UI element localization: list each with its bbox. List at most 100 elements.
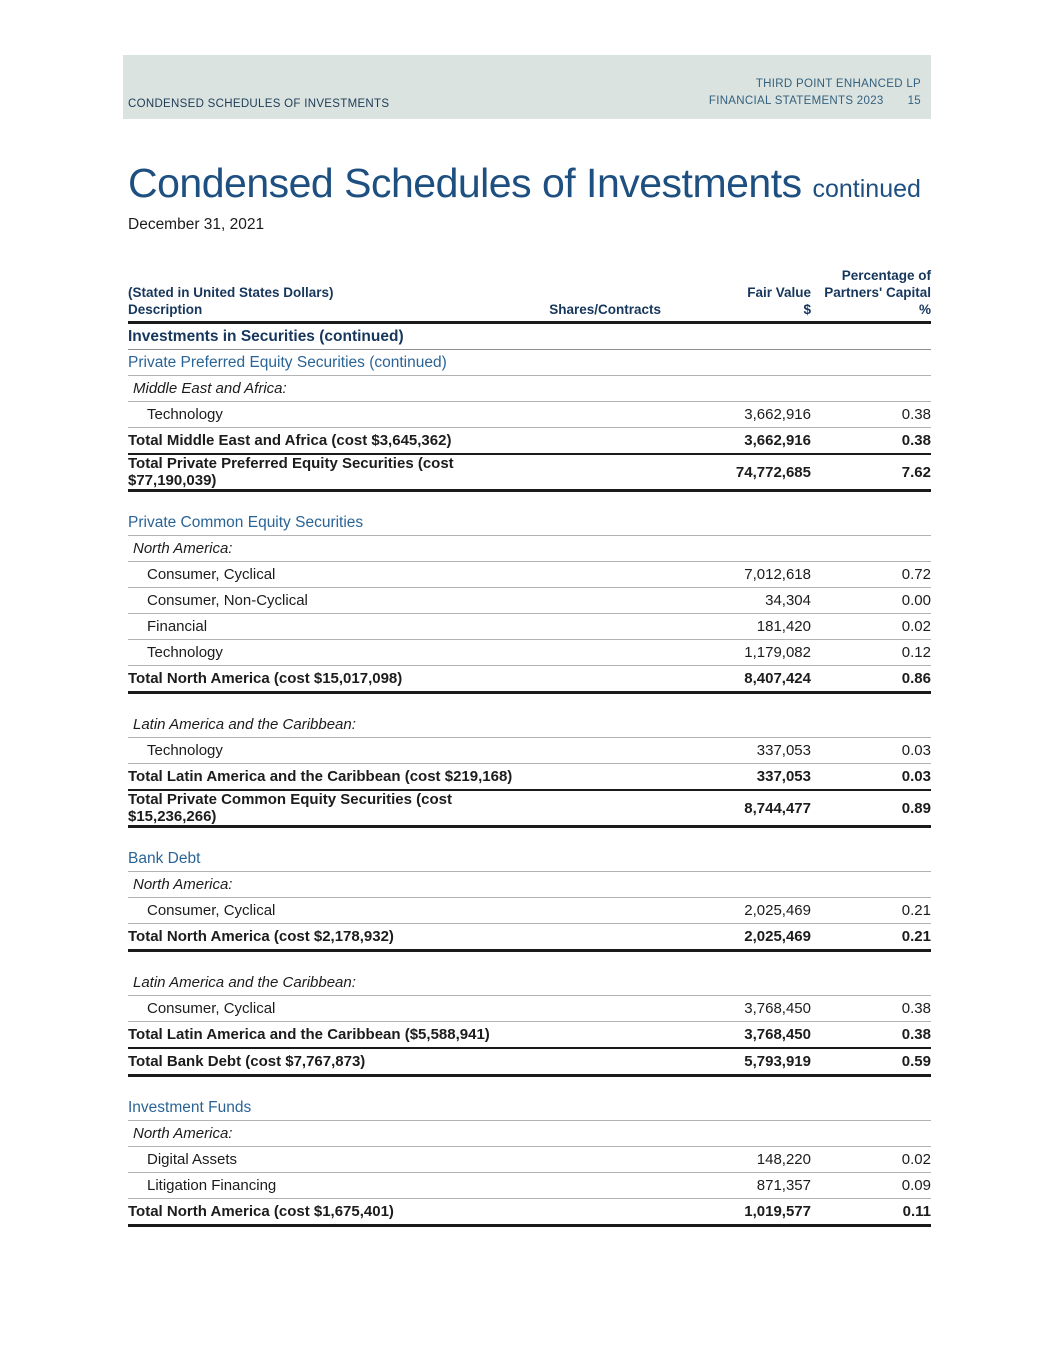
cell-percentage-capital: 0.03 (901, 742, 931, 759)
cell-fair-value: 5,793,919 (744, 1053, 811, 1070)
table-spacer (128, 492, 931, 510)
cell-description: Technology (147, 742, 223, 759)
cell-description: Private Common Equity Securities (128, 513, 364, 531)
table-row: Private Preferred Equity Securities (con… (128, 350, 931, 376)
cell-percentage-capital: 0.12 (901, 644, 931, 661)
table-row: Middle East and Africa: (128, 376, 931, 402)
cell-description: Consumer, Cyclical (147, 902, 276, 919)
cell-description: Total Latin America and the Caribbean ($… (128, 1026, 490, 1043)
table-spacer (128, 1077, 931, 1095)
cell-fair-value: 8,407,424 (744, 670, 811, 687)
cell-fair-value: 3,662,916 (744, 432, 811, 449)
cell-percentage-capital: 0.21 (901, 928, 931, 945)
cell-percentage-capital: 0.59 (901, 1053, 931, 1070)
table-row: Consumer, Cyclical 2,025,469 0.21 (128, 898, 931, 924)
cell-description: Litigation Financing (147, 1177, 277, 1194)
table-row: North America: (128, 872, 931, 898)
table-row: Total North America (cost $2,178,932) 2,0… (128, 924, 931, 952)
cell-description: Private Preferred Equity Securities (con… (128, 353, 447, 371)
cell-description: Total Private Preferred Equity Securitie… (128, 455, 454, 489)
cell-description: Technology (147, 644, 223, 661)
column-header-percentage-capital: Percentage of Partners' Capital % (824, 268, 931, 317)
cell-percentage-capital: 0.00 (901, 592, 931, 609)
table-row: Litigation Financing 871,357 0.09 (128, 1173, 931, 1199)
column-header-description: (Stated in United States Dollars) Descri… (128, 284, 531, 318)
table-row: Total Latin America and the Caribbean (c… (128, 764, 931, 791)
table-row: Bank Debt (128, 846, 931, 872)
table-header: (Stated in United States Dollars) Descri… (128, 267, 931, 324)
table-row: Private Common Equity Securities (128, 510, 931, 536)
cell-description: Total North America (cost $1,675,401) (128, 1203, 394, 1220)
column-header-shares-contracts: Shares/Contracts (549, 302, 661, 317)
table-body: Investments in Securities (continued) Pri… (128, 324, 931, 1227)
running-header-right: THIRD POINT ENHANCED LP FINANCIAL STATEM… (709, 76, 921, 110)
cell-description: North America: (133, 876, 233, 893)
cell-percentage-capital: 0.89 (901, 799, 931, 817)
table-spacer (128, 694, 931, 712)
cell-description: Total North America (cost $2,178,932) (128, 928, 394, 945)
investments-table: (Stated in United States Dollars) Descri… (128, 267, 931, 1227)
cell-description: Financial (147, 618, 208, 635)
running-header-doc: FINANCIAL STATEMENTS 2023 (708, 95, 884, 107)
cell-percentage-capital: 0.02 (901, 1151, 931, 1168)
cell-percentage-capital: 0.38 (901, 406, 931, 423)
cell-percentage-capital: 0.02 (901, 618, 931, 635)
table-row: North America: (128, 536, 931, 562)
running-header-doc-line: FINANCIAL STATEMENTS 2023 15 (709, 93, 921, 110)
table-row: Total North America (cost $15,017,098) 8,… (128, 666, 931, 694)
page-content: Condensed Schedules of Investments conti… (128, 160, 931, 1227)
cell-fair-value: 3,768,450 (744, 1000, 811, 1017)
report-date: December 31, 2021 (128, 216, 265, 233)
cell-description: Investment Funds (128, 1098, 252, 1116)
description-label: Description (128, 302, 203, 317)
table-row: Latin America and the Caribbean: (128, 712, 931, 738)
table-row: Investment Funds (128, 1095, 931, 1121)
cell-description: Technology (147, 406, 223, 423)
cell-percentage-capital: 7.62 (901, 463, 931, 481)
table-row: Technology 337,053 0.03 (128, 738, 931, 764)
column-header-fair-value: Fair Value $ (747, 285, 811, 317)
table-spacer (128, 952, 931, 970)
page-title: Condensed Schedules of Investments conti… (128, 160, 931, 207)
cell-percentage-capital: 0.38 (901, 1026, 931, 1043)
cell-description: Total Middle East and Africa (cost $3,64… (128, 432, 452, 449)
cell-percentage-capital: 0.03 (901, 768, 931, 785)
cell-description: Consumer, Cyclical (147, 1000, 276, 1017)
page-title-continued: continued (812, 175, 921, 203)
cell-description: Total North America (cost $15,017,098) (128, 670, 403, 687)
table-row: Consumer, Cyclical 3,768,450 0.38 (128, 996, 931, 1022)
table-row: Digital Assets 148,220 0.02 (128, 1147, 931, 1173)
cell-description: Total Bank Debt (cost $7,767,873) (128, 1053, 366, 1070)
cell-fair-value: 7,012,618 (744, 566, 811, 583)
cell-percentage-capital: 0.72 (901, 566, 931, 583)
cell-description: Digital Assets (147, 1151, 238, 1168)
table-row: North America: (128, 1121, 931, 1147)
stated-in-usd-note: (Stated in United States Dollars) (128, 285, 334, 300)
table-row: Latin America and the Caribbean: (128, 970, 931, 996)
cell-percentage-capital: 0.38 (901, 432, 931, 449)
table-row: Total Private Common Equity Securities (… (128, 791, 931, 828)
cell-fair-value: 74,772,685 (735, 463, 811, 481)
cell-description: North America: (133, 1125, 233, 1142)
cell-fair-value: 148,220 (756, 1151, 811, 1168)
table-spacer (128, 828, 931, 846)
table-row: Total Private Preferred Equity Securitie… (128, 455, 931, 492)
cell-fair-value: 3,662,916 (744, 406, 811, 423)
cell-fair-value: 34,304 (765, 592, 811, 609)
cell-percentage-capital: 0.38 (901, 1000, 931, 1017)
cell-percentage-capital: 0.09 (901, 1177, 931, 1194)
cell-percentage-capital: 0.11 (902, 1203, 931, 1220)
table-row: Financial 181,420 0.02 (128, 614, 931, 640)
cell-description: Investments in Securities (continued) (128, 327, 404, 345)
table-row: Investments in Securities (continued) (128, 324, 931, 350)
table-row: Technology 3,662,916 0.38 (128, 402, 931, 428)
cell-description: Latin America and the Caribbean: (133, 974, 356, 991)
page-title-main: Condensed Schedules of Investments (128, 160, 802, 206)
cell-description: Total Private Common Equity Securities (… (128, 791, 452, 825)
cell-fair-value: 1,019,577 (744, 1203, 811, 1220)
cell-description: Consumer, Non-Cyclical (147, 592, 308, 609)
cell-description: Bank Debt (128, 849, 201, 867)
cell-fair-value: 337,053 (756, 742, 811, 759)
cell-fair-value: 1,179,082 (744, 644, 811, 661)
